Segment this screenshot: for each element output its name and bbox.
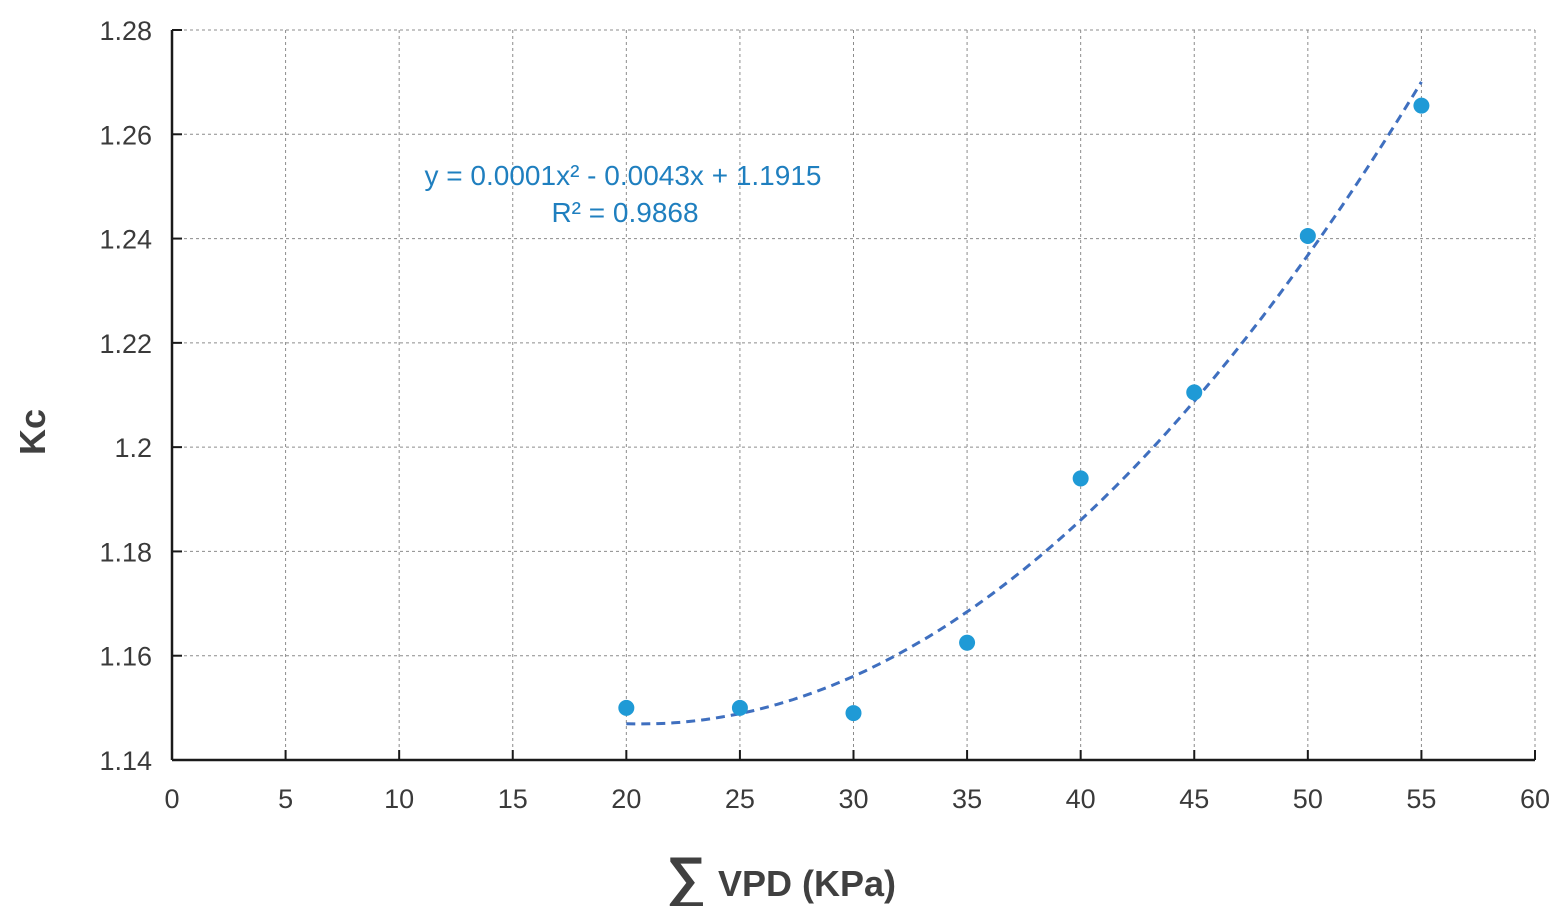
y-tick-labels: 1.14 1.16 1.18 1.2 1.22 1.24 1.26 1.28 <box>99 16 152 776</box>
y-tick-label: 1.22 <box>99 329 152 359</box>
x-tick-label: 55 <box>1406 784 1436 814</box>
y-tick-label: 1.18 <box>99 537 152 567</box>
x-tick-label: 10 <box>384 784 414 814</box>
data-point <box>618 699 635 716</box>
data-point <box>1413 97 1430 114</box>
x-tick-label: 40 <box>1066 784 1096 814</box>
x-tick-labels: 0 5 10 15 20 25 30 35 40 45 50 55 60 <box>164 784 1550 814</box>
x-tick-label: 0 <box>164 784 179 814</box>
x-tick-label: 20 <box>611 784 641 814</box>
y-tick-label: 1.24 <box>99 225 152 255</box>
data-points <box>618 97 1430 722</box>
x-axis-sigma-symbol: ∑ <box>666 845 706 906</box>
trendline <box>626 81 1423 726</box>
data-point <box>1072 470 1089 487</box>
y-axis-title: Kc <box>12 409 53 455</box>
y-tick-label: 1.26 <box>99 120 152 150</box>
x-tick-label: 5 <box>278 784 293 814</box>
data-point <box>845 705 862 722</box>
x-tick-label: 45 <box>1179 784 1209 814</box>
data-point <box>1186 384 1203 401</box>
data-point <box>959 634 976 651</box>
x-tick-label: 35 <box>952 784 982 814</box>
data-point <box>731 699 748 716</box>
y-tick-label: 1.28 <box>99 16 152 46</box>
y-tick-label: 1.16 <box>99 642 152 672</box>
x-tick-label: 25 <box>725 784 755 814</box>
trendline-equation: y = 0.0001x² - 0.0043x + 1.1915 <box>425 160 822 191</box>
x-tick-label: 50 <box>1293 784 1323 814</box>
x-tick-label: 15 <box>498 784 528 814</box>
y-tick-label: 1.14 <box>99 746 152 776</box>
x-tick-label: 30 <box>838 784 868 814</box>
axes <box>170 29 1536 762</box>
data-point <box>1299 227 1316 244</box>
trendline-r-squared: R² = 0.9868 <box>551 197 698 228</box>
y-tick-label: 1.2 <box>114 433 152 463</box>
x-axis-title: VPD (KPa) <box>718 863 896 904</box>
x-tick-label: 60 <box>1520 784 1550 814</box>
grid-lines <box>172 29 1536 760</box>
